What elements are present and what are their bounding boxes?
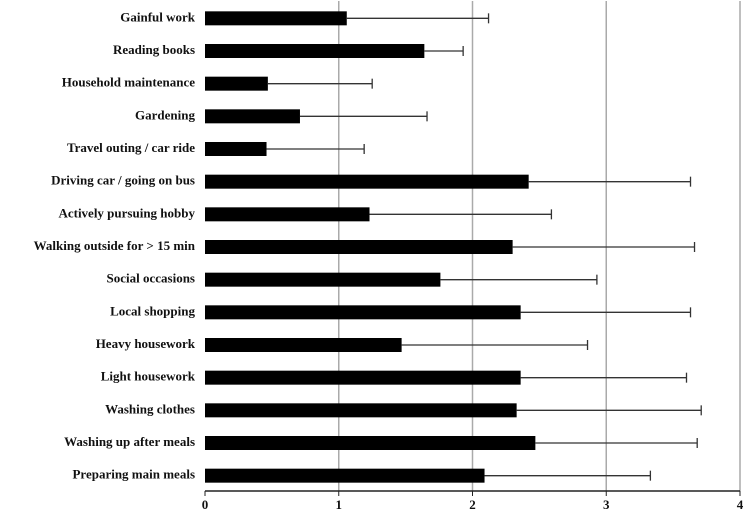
- y-tick-label: Actively pursuing hobby: [58, 205, 195, 220]
- bar: [205, 174, 529, 189]
- x-tick-label: 4: [737, 497, 744, 512]
- x-tick-label: 0: [202, 497, 209, 512]
- y-tick-label: Gainful work: [120, 9, 196, 24]
- y-tick-label: Light housework: [101, 369, 196, 384]
- x-tick-label: 1: [336, 497, 343, 512]
- bar: [205, 305, 521, 320]
- y-tick-label: Walking outside for > 15 min: [34, 238, 196, 253]
- bar: [205, 436, 536, 450]
- y-tick-label: Gardening: [135, 107, 195, 122]
- y-tick-label: Washing up after meals: [64, 434, 195, 449]
- bar: [205, 207, 370, 222]
- bar: [205, 338, 402, 352]
- bar: [205, 44, 425, 58]
- bar: [205, 468, 485, 483]
- bar: [205, 240, 513, 254]
- y-tick-label: Reading books: [113, 42, 195, 57]
- y-tick-label: Heavy housework: [96, 336, 196, 351]
- y-tick-label: Driving car / going on bus: [51, 173, 195, 188]
- bar: [205, 370, 521, 385]
- y-tick-label: Preparing main meals: [72, 467, 195, 482]
- y-tick-label: Household maintenance: [62, 75, 195, 90]
- y-tick-label: Local shopping: [110, 303, 195, 318]
- y-tick-label: Social occasions: [107, 271, 195, 286]
- y-tick-label: Travel outing / car ride: [67, 140, 195, 155]
- bar: [205, 76, 268, 91]
- bar: [205, 142, 267, 156]
- bar: [205, 11, 347, 26]
- y-tick-label: Washing clothes: [105, 401, 195, 416]
- x-tick-label: 2: [469, 497, 476, 512]
- bar: [205, 109, 300, 124]
- bar: [205, 272, 441, 287]
- x-tick-label: 3: [603, 497, 610, 512]
- bar: [205, 403, 517, 418]
